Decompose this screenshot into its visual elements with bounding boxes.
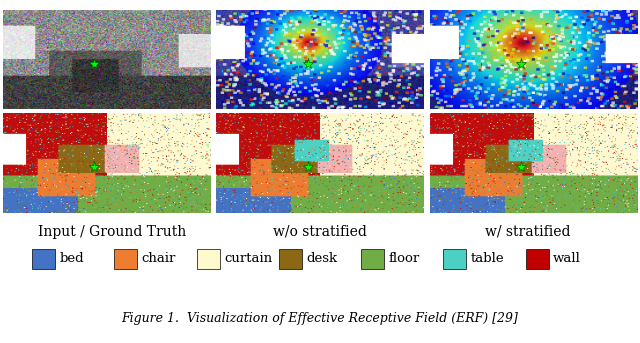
Text: Figure 1.  Visualization of Effective Receptive Field (ERF) [29]: Figure 1. Visualization of Effective Rec… [122, 312, 518, 326]
Text: table: table [471, 252, 504, 265]
Text: floor: floor [388, 252, 420, 265]
Text: Input / Ground Truth: Input / Ground Truth [38, 225, 186, 239]
Text: bed: bed [60, 252, 84, 265]
Text: w/ stratified: w/ stratified [485, 225, 571, 239]
Text: chair: chair [142, 252, 176, 265]
Text: w/o stratified: w/o stratified [273, 225, 367, 239]
Text: wall: wall [553, 252, 581, 265]
Text: curtain: curtain [224, 252, 272, 265]
Text: desk: desk [307, 252, 337, 265]
